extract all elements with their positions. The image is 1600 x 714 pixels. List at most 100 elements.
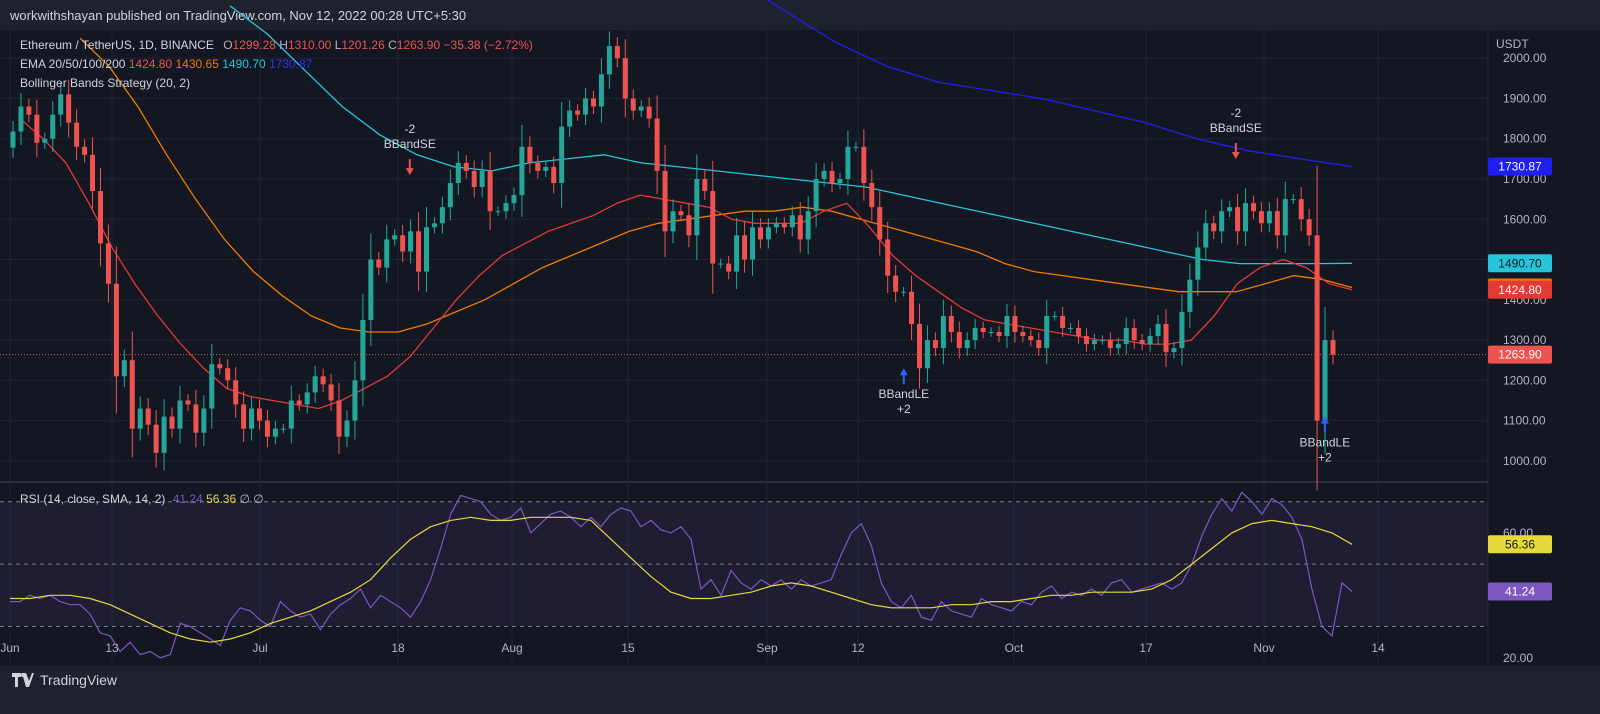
candle-body	[50, 114, 56, 139]
candle-body	[58, 94, 64, 115]
candle-body	[622, 58, 628, 99]
signal-qty: -2	[1230, 106, 1241, 120]
time-tick-label: 12	[851, 641, 865, 655]
candle-body	[320, 376, 326, 385]
candle-body	[272, 428, 278, 437]
candle-body	[845, 146, 851, 179]
price-badge	[1488, 254, 1552, 273]
candle-body	[1203, 223, 1209, 248]
price-tick-label: 1200.00	[1503, 373, 1547, 387]
price-tick-label: 2000.00	[1503, 51, 1547, 65]
candle-body	[66, 94, 72, 123]
time-tick-label: 18	[391, 641, 405, 655]
signal-qty: +2	[897, 402, 911, 416]
candle-body	[1266, 211, 1272, 224]
price-badge-label: 1424.80	[1498, 283, 1542, 297]
candle-body	[1068, 327, 1074, 329]
candle-body	[996, 332, 1002, 337]
candle-body	[956, 332, 962, 349]
candle-body	[813, 178, 819, 212]
candle-body	[1258, 211, 1264, 224]
candle-body	[567, 110, 573, 127]
time-tick-label: Aug	[501, 641, 522, 655]
candle-body	[471, 170, 477, 188]
candle-body	[1091, 340, 1097, 345]
candle-body	[1290, 199, 1296, 201]
long-signal-arrow-icon	[899, 368, 908, 385]
ema50-line	[79, 37, 1353, 333]
candle-body	[757, 227, 763, 240]
time-tick-label: 15	[621, 641, 635, 655]
candle-body	[34, 114, 40, 143]
candle-body	[598, 74, 604, 107]
candle-body	[535, 162, 541, 171]
time-tick-label: Sep	[756, 641, 778, 655]
candle-body	[336, 400, 342, 437]
candle-body	[654, 118, 660, 171]
bb-label: Bollinger Bands Strategy (20, 2)	[20, 76, 191, 90]
candle-body	[1243, 203, 1249, 232]
candle-body	[368, 259, 374, 320]
signal-label: BBandLE	[1300, 436, 1351, 450]
candle-body	[1211, 223, 1217, 232]
footer-bar	[0, 666, 1600, 714]
candle-body	[1235, 207, 1241, 232]
candle-body	[718, 263, 724, 265]
tradingview-logo[interactable]: TradingView	[12, 672, 117, 688]
candle-body	[861, 146, 867, 184]
candle-body	[853, 146, 859, 148]
rsi-sma-line	[10, 516, 1353, 643]
candle-body	[1123, 327, 1129, 345]
candle-body	[1179, 311, 1185, 349]
candle-body	[42, 138, 48, 143]
candle-body	[312, 376, 318, 393]
price-tick-label: 1900.00	[1503, 91, 1547, 105]
candle-body	[384, 239, 390, 268]
symbol-legend: Ethereum / TetherUS, 1D, BINANCE O1299.2…	[20, 38, 533, 52]
candle-body	[233, 380, 239, 405]
candle-body	[479, 170, 485, 188]
candle-body	[1298, 199, 1304, 220]
ema100-value: 1490.70	[222, 57, 266, 71]
tradingview-logo-icon	[12, 673, 34, 687]
candle-body	[893, 275, 899, 292]
candle-body	[1282, 199, 1288, 236]
candle-body	[145, 408, 151, 425]
candle-body	[1155, 323, 1161, 337]
candle-body	[1076, 327, 1082, 337]
ema20-value: 1424.80	[128, 57, 173, 71]
price-badge	[1488, 280, 1552, 299]
candle-body	[662, 170, 668, 232]
candle-body	[105, 243, 111, 284]
candle-body	[225, 368, 231, 381]
time-tick-label: 14	[1371, 641, 1385, 655]
candle-body	[169, 416, 175, 429]
ema-legend[interactable]: EMA 20/50/100/200 1424.80 1430.65 1490.7…	[20, 57, 312, 71]
candle-body	[606, 46, 612, 75]
candle-body	[1036, 340, 1042, 349]
rsi-line	[10, 491, 1353, 659]
candle-body	[1227, 207, 1233, 212]
candle-body	[26, 106, 32, 115]
ema20-line	[19, 118, 1353, 410]
candle-body	[678, 211, 684, 216]
candle-body	[726, 263, 732, 272]
rsi-legend[interactable]: RSI (14, close, SMA, 14, 2) 41.24 56.36 …	[20, 492, 264, 506]
symbol-name[interactable]: Ethereum / TetherUS, 1D, BINANCE	[20, 38, 214, 52]
candle-body	[781, 223, 787, 228]
candle-body	[423, 227, 429, 272]
candle-body	[1274, 211, 1280, 236]
candle-body	[980, 327, 986, 333]
candle-body	[1004, 315, 1010, 337]
low-value: 1201.26	[341, 38, 385, 52]
candle-body	[917, 323, 923, 369]
candle-body	[940, 315, 946, 349]
candle-body	[1147, 336, 1153, 345]
time-tick-label: 13	[105, 641, 119, 655]
price-tick-label: 1600.00	[1503, 212, 1547, 226]
candle-body	[511, 195, 517, 204]
bb-legend[interactable]: Bollinger Bands Strategy (20, 2)	[20, 76, 190, 90]
candle-body	[201, 408, 207, 433]
price-badge-label: 1263.90	[1498, 348, 1542, 362]
